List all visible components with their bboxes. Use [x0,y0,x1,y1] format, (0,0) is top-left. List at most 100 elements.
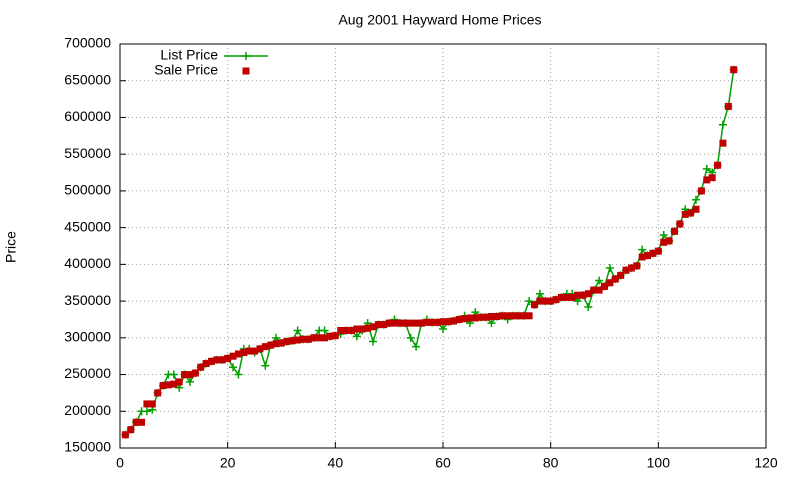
point [697,187,705,195]
y-tick-label: 450000 [64,218,111,234]
point [369,337,378,346]
point [455,315,463,323]
legend-marker [242,67,250,75]
point [649,249,657,257]
point [251,347,259,355]
point [320,326,329,335]
point [304,335,312,343]
y-tick-label: 200000 [64,402,111,418]
point [563,293,571,301]
y-tick-label: 150000 [64,439,111,455]
point [654,247,662,255]
point [714,161,722,169]
legend-label: Sale Price [154,62,218,78]
point [482,313,490,321]
point [487,313,495,321]
point [718,120,727,129]
point [590,286,598,294]
chart-title: Aug 2001 Hayward Home Prices [338,12,541,28]
point [471,314,479,322]
point [601,282,608,290]
point [595,276,604,285]
point [606,279,614,287]
point [584,302,593,311]
point [638,253,646,261]
point [434,318,442,326]
point [154,389,162,397]
point [218,356,226,364]
point [423,318,431,326]
point [644,252,652,260]
point [352,332,361,341]
y-tick-label: 650000 [64,71,111,87]
point [347,326,355,334]
point [439,325,447,334]
point [121,431,129,439]
point [353,325,361,333]
point [406,333,415,342]
point [525,312,533,320]
point [224,354,232,362]
point [245,347,253,355]
x-tick-label: 100 [647,455,671,471]
point [272,340,280,348]
x-tick-label: 40 [328,455,344,471]
point [617,271,625,279]
point [730,66,738,74]
point [417,319,425,327]
x-tick-label: 80 [543,455,559,471]
point [234,370,243,379]
point [708,174,716,182]
point [391,319,399,327]
point [380,321,388,329]
point [703,176,711,184]
point [197,363,205,371]
y-tick-label: 700000 [64,35,111,51]
point [234,350,242,358]
point [466,314,474,322]
point [294,336,302,344]
point [681,210,689,218]
point [331,332,339,340]
y-axis-label: Price [3,231,19,263]
point [396,319,404,327]
point [364,324,372,332]
point [541,297,549,305]
point [326,332,334,340]
point [299,335,307,343]
point [719,139,727,147]
point [240,349,248,357]
point [584,290,592,298]
point [412,319,420,327]
y-tick-label: 400000 [64,255,111,271]
point [659,230,668,239]
point [504,312,512,320]
point [525,297,534,306]
point [267,341,275,349]
point [202,360,210,368]
point [493,313,501,321]
point [557,293,565,301]
point [660,238,668,246]
point [159,382,167,390]
point [692,195,701,204]
y-tick-label: 250000 [64,365,111,381]
point [535,289,544,298]
point [676,220,684,228]
point [278,339,285,347]
point [164,381,172,389]
point [407,319,415,327]
point [595,286,603,294]
y-tick-label: 350000 [64,292,111,308]
y-tick-label: 500000 [64,182,111,198]
point [498,312,506,320]
x-tick-label: 60 [435,455,451,471]
y-tick-label: 300000 [64,329,111,345]
point [461,315,469,323]
point [256,345,264,353]
point [170,380,178,388]
point [670,227,678,235]
point [514,312,522,320]
point [687,209,695,217]
